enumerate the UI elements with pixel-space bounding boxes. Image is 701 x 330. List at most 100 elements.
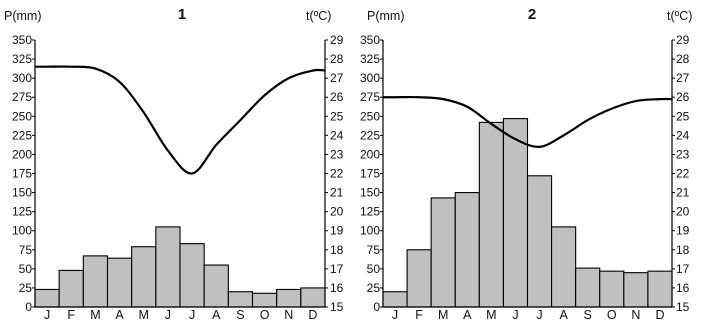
month-label: F bbox=[67, 308, 75, 322]
month-label: N bbox=[284, 308, 293, 322]
chart-title: 1 bbox=[178, 6, 186, 23]
precipitation-bar bbox=[276, 288, 302, 308]
month-label: J bbox=[165, 308, 171, 322]
right-tick-label: 20 bbox=[676, 205, 690, 219]
left-tick-label: 175 bbox=[360, 167, 380, 181]
right-tick-label: 28 bbox=[330, 52, 344, 66]
precipitation-bar bbox=[155, 226, 181, 308]
left-tick-label: 75 bbox=[19, 243, 33, 257]
left-tick-label: 225 bbox=[12, 128, 32, 142]
right-tick-label: 18 bbox=[330, 243, 344, 257]
right-tick-label: 27 bbox=[330, 71, 344, 85]
right-tick-label: 24 bbox=[676, 128, 690, 142]
month-label: M bbox=[486, 308, 496, 322]
month-label: J bbox=[189, 308, 195, 322]
right-tick-label: 29 bbox=[330, 33, 344, 47]
left-axis-label: P(mm) bbox=[367, 9, 405, 23]
month-label: O bbox=[607, 308, 617, 322]
left-tick-label: 275 bbox=[360, 90, 380, 104]
precipitation-bar bbox=[203, 264, 229, 308]
left-tick-label: 50 bbox=[19, 262, 33, 276]
left-tick-label: 325 bbox=[360, 52, 380, 66]
right-tick-label: 25 bbox=[676, 109, 690, 123]
month-label: A bbox=[463, 308, 472, 322]
precipitation-bar bbox=[478, 121, 504, 308]
month-label: J bbox=[512, 308, 518, 322]
right-tick-label: 23 bbox=[676, 147, 690, 161]
right-tick-label: 17 bbox=[676, 262, 690, 276]
temperature-line bbox=[383, 95, 673, 148]
precipitation-bar bbox=[131, 246, 157, 308]
right-tick-label: 23 bbox=[330, 147, 344, 161]
precipitation-bar bbox=[551, 226, 577, 308]
left-tick-label: 200 bbox=[360, 147, 380, 161]
month-label: A bbox=[115, 308, 124, 322]
left-tick-label: 150 bbox=[12, 186, 32, 200]
month-label: N bbox=[631, 308, 640, 322]
temperature-line bbox=[34, 65, 326, 175]
precipitation-bar bbox=[82, 255, 109, 308]
left-tick-label: 250 bbox=[12, 109, 32, 123]
month-label: J bbox=[44, 308, 50, 322]
left-tick-label: 325 bbox=[12, 52, 32, 66]
left-tick-label: 25 bbox=[19, 281, 33, 295]
left-tick-label: 225 bbox=[360, 128, 380, 142]
month-label: S bbox=[584, 308, 592, 322]
right-axis-label: t(ºC) bbox=[306, 9, 331, 23]
right-tick-label: 20 bbox=[330, 205, 344, 219]
right-tick-label: 21 bbox=[330, 186, 344, 200]
left-tick-label: 50 bbox=[367, 262, 381, 276]
precipitation-bar bbox=[406, 249, 432, 308]
month-label: J bbox=[392, 308, 398, 322]
precipitation-bar bbox=[34, 288, 60, 308]
left-tick-label: 75 bbox=[367, 243, 381, 257]
precipitation-bar bbox=[647, 270, 673, 308]
right-tick-label: 26 bbox=[330, 90, 344, 104]
month-label: M bbox=[90, 308, 100, 322]
precipitation-bar bbox=[599, 270, 625, 308]
left-tick-label: 0 bbox=[373, 300, 380, 314]
month-label: D bbox=[308, 308, 317, 322]
right-tick-label: 16 bbox=[676, 281, 690, 295]
left-tick-label: 100 bbox=[360, 224, 380, 238]
right-tick-label: 24 bbox=[330, 128, 344, 142]
left-tick-label: 250 bbox=[360, 109, 380, 123]
left-tick-label: 300 bbox=[360, 71, 380, 85]
month-label: M bbox=[139, 308, 149, 322]
precipitation-bar bbox=[251, 292, 278, 308]
month-label: M bbox=[438, 308, 448, 322]
right-tick-label: 28 bbox=[676, 52, 690, 66]
chart-title: 2 bbox=[528, 6, 536, 23]
left-tick-label: 100 bbox=[12, 224, 32, 238]
left-tick-label: 150 bbox=[360, 186, 380, 200]
precipitation-bar bbox=[623, 272, 649, 308]
left-tick-label: 300 bbox=[12, 71, 32, 85]
precipitation-bar bbox=[227, 291, 254, 308]
right-tick-label: 26 bbox=[676, 90, 690, 104]
right-tick-label: 25 bbox=[330, 109, 344, 123]
month-label: J bbox=[536, 308, 542, 322]
right-tick-label: 15 bbox=[330, 300, 344, 314]
month-label: S bbox=[236, 308, 244, 322]
precipitation-bar bbox=[430, 197, 456, 308]
month-label: A bbox=[559, 308, 568, 322]
right-tick-label: 22 bbox=[330, 167, 344, 181]
precipitation-bar bbox=[179, 243, 205, 308]
month-label: O bbox=[260, 308, 270, 322]
precipitation-bar bbox=[575, 267, 601, 308]
left-tick-label: 25 bbox=[367, 281, 381, 295]
left-axis-label: P(mm) bbox=[4, 9, 42, 23]
month-label: F bbox=[415, 308, 423, 322]
precipitation-bar bbox=[502, 118, 529, 308]
precipitation-bar bbox=[382, 291, 408, 308]
right-tick-label: 19 bbox=[330, 224, 344, 238]
right-axis-label: t(ºC) bbox=[667, 9, 692, 23]
precipitation-bar bbox=[454, 192, 480, 308]
right-tick-label: 16 bbox=[330, 281, 344, 295]
right-tick-label: 18 bbox=[676, 243, 690, 257]
month-label: A bbox=[212, 308, 221, 322]
precipitation-bar bbox=[106, 257, 133, 308]
left-tick-label: 175 bbox=[12, 167, 32, 181]
